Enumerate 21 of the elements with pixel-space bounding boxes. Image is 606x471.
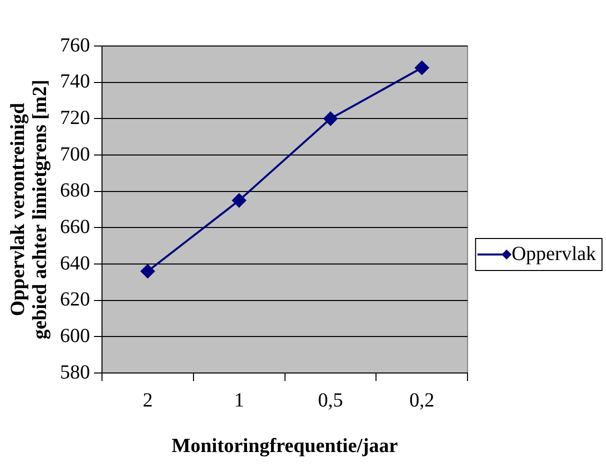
x-tick-label: 2	[142, 389, 153, 412]
y-tick-label: 680	[60, 180, 90, 202]
y-tick-label: 620	[60, 288, 90, 311]
legend-label: Oppervlak	[512, 242, 596, 265]
y-tick-label: 760	[60, 34, 90, 56]
y-tick-label: 580	[60, 361, 90, 384]
y-tick-label: 660	[60, 216, 90, 238]
y-tick-label: 740	[60, 70, 90, 93]
y-tick-label: 700	[60, 143, 90, 166]
point	[414, 60, 429, 75]
y-axis-title: Oppervlak verontreinigd gebied achter limietgrens [m2]	[7, 80, 52, 340]
y-tick-label: 640	[60, 252, 90, 274]
y-tick-label: 720	[60, 106, 90, 129]
point	[323, 112, 338, 126]
x-axis-title: Monitoringfrequentie/jaar	[172, 435, 398, 458]
point	[140, 264, 155, 278]
x-tick-label: 0,5	[318, 389, 343, 412]
x-tick-label: 0,2	[409, 389, 434, 412]
y-tick-label: 600	[60, 324, 90, 347]
x-tick-label: 1	[234, 389, 244, 412]
point	[232, 193, 246, 208]
